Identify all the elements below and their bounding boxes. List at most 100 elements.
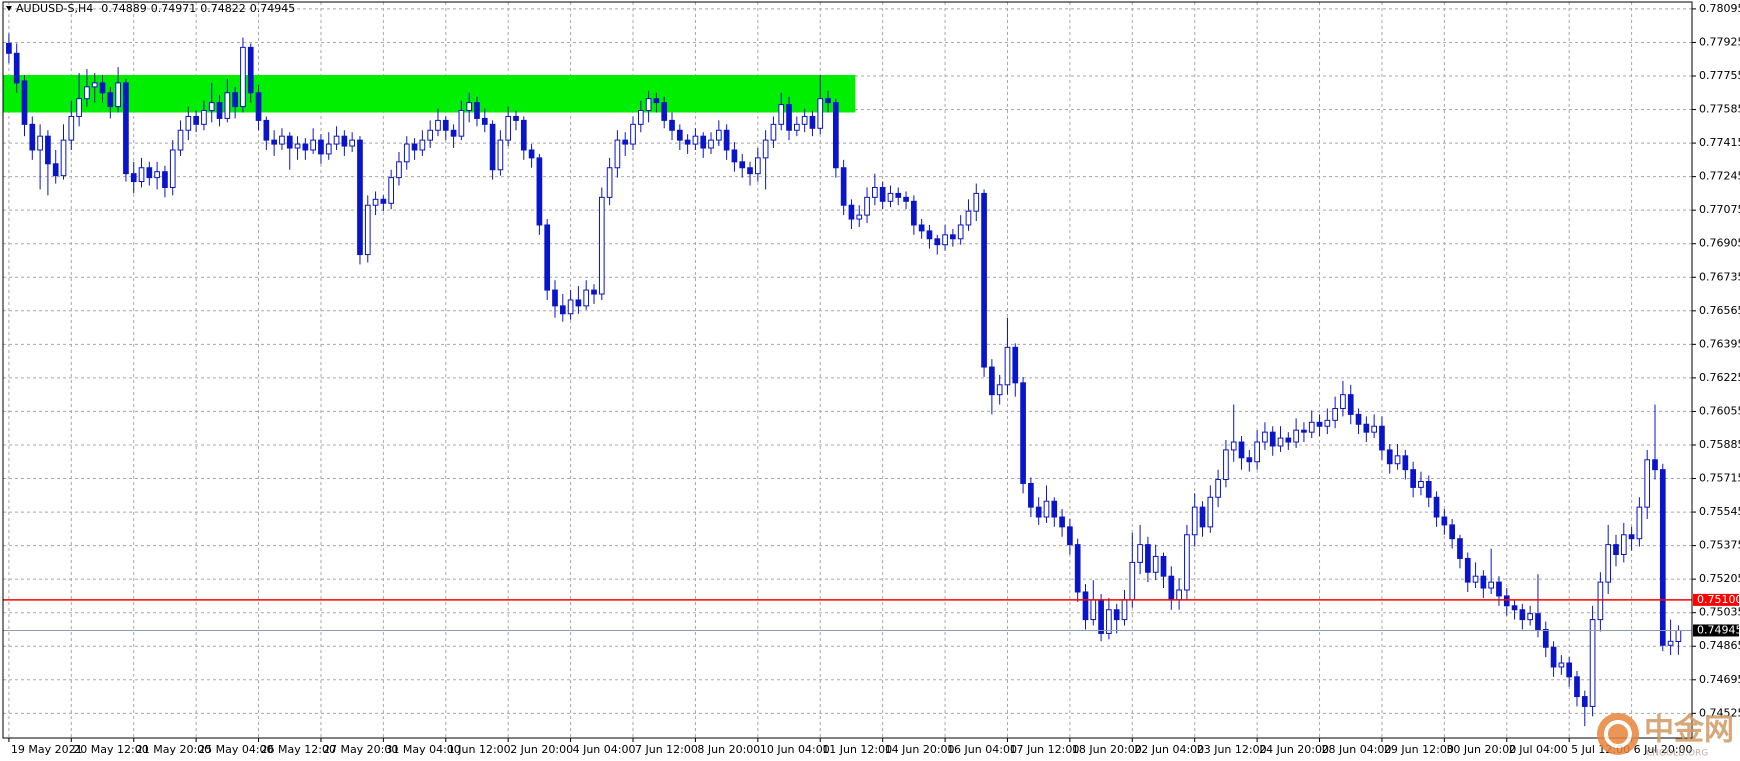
candle-body: [403, 143, 410, 163]
candle-body: [357, 139, 363, 256]
candle-body: [1145, 544, 1151, 573]
logo-circle: [1597, 713, 1639, 755]
candle-body: [583, 289, 590, 307]
candle-body: [965, 210, 972, 226]
candle-body: [786, 104, 792, 131]
candle-body: [1597, 581, 1604, 621]
candle-body: [1082, 591, 1089, 621]
x-tick-label: 8 Jun 20:00: [697, 743, 760, 756]
candle-body: [1363, 423, 1370, 433]
candle-body: [1347, 394, 1354, 415]
candle-body: [45, 135, 51, 165]
bid-label: 0.74945: [1697, 623, 1740, 636]
candle-body: [1246, 457, 1253, 463]
candle-body: [918, 224, 925, 232]
candle-body: [208, 102, 215, 112]
candle-body: [552, 289, 558, 307]
candle-body: [341, 135, 348, 147]
candle-body: [115, 82, 121, 108]
y-tick-label: 0.75715: [1699, 472, 1740, 485]
candle-body: [864, 196, 870, 216]
candle-body: [606, 167, 613, 198]
y-tick-label: 0.77415: [1699, 136, 1740, 149]
menu-arrow[interactable]: [6, 6, 12, 11]
candle-body: [528, 149, 535, 159]
candle-body: [310, 139, 316, 151]
candle-body: [1012, 346, 1019, 384]
candle-body: [520, 119, 527, 151]
watermark-subtitle: CNGOLD.ORG: [1646, 749, 1708, 759]
y-tick-label: 0.77755: [1699, 69, 1740, 82]
x-tick-label: 26 May 12:00: [261, 743, 336, 756]
candle-body: [700, 135, 707, 149]
candle-body: [146, 167, 153, 179]
candle-body: [559, 305, 566, 315]
candle-body: [1269, 431, 1276, 447]
logo-swirl: [1604, 720, 1632, 748]
candle-body: [76, 98, 82, 117]
candle-body: [13, 52, 20, 84]
candle-body: [567, 299, 574, 315]
candle-body: [263, 119, 270, 141]
candle-body: [1441, 516, 1448, 526]
candle-body: [950, 234, 956, 240]
candle-body: [1004, 346, 1011, 386]
candle-body: [1652, 459, 1658, 471]
candle-body: [60, 139, 67, 177]
candle-body: [1636, 506, 1643, 540]
candle-body: [294, 143, 301, 149]
candle-body: [981, 192, 987, 368]
candle-body: [669, 119, 675, 131]
candle-body: [1503, 595, 1510, 607]
candle-body: [536, 157, 543, 226]
candle-body: [833, 102, 839, 169]
candle-body: [622, 139, 629, 145]
candle-body: [247, 46, 254, 94]
candle-body: [887, 192, 894, 202]
x-tick-label: 30 Jun 20:00: [1446, 743, 1516, 756]
candle-body: [1480, 575, 1487, 589]
candle-body: [286, 135, 293, 149]
x-tick-label: 1 Jun 12:00: [448, 743, 511, 756]
header-text: 0.74889: [101, 2, 147, 15]
x-tick-label: 24 Jun 20:00: [1259, 743, 1329, 756]
candle-body: [1199, 506, 1206, 528]
candle-body: [185, 115, 192, 131]
candle-body: [1566, 662, 1573, 678]
candle-body: [770, 123, 777, 141]
x-tick-label: 22 Jun 04:00: [1134, 743, 1204, 756]
x-tick-label: 7 Jun 12:00: [635, 743, 698, 756]
candle-body: [427, 129, 434, 141]
candle-body: [435, 119, 441, 131]
x-tick-label: 21 May 20:00: [136, 743, 211, 756]
candle-body: [1207, 496, 1214, 528]
candle-body: [396, 161, 402, 179]
candle-body: [778, 104, 785, 125]
candle-body: [1667, 640, 1674, 646]
candle-body: [1511, 605, 1518, 611]
candle-body: [1324, 419, 1331, 427]
candle-body: [169, 149, 176, 188]
candle-body: [1098, 599, 1104, 634]
x-tick-label: 29 Jun 12:00: [1384, 743, 1454, 756]
candle-body: [364, 204, 371, 256]
candle-body: [1262, 431, 1268, 443]
x-tick-label: 19 May 2021: [11, 743, 83, 756]
candle-body: [1332, 407, 1338, 421]
candle-body: [723, 129, 730, 151]
candle-body: [91, 82, 98, 88]
candle-body: [926, 230, 933, 240]
candle-body: [1191, 506, 1198, 536]
plot-border: [2, 1, 1693, 739]
candle-body: [177, 129, 184, 151]
candle-body: [162, 171, 168, 188]
candle-body: [29, 123, 36, 151]
candle-body: [637, 110, 644, 125]
candle-body: [1106, 609, 1112, 634]
candle-body: [957, 224, 964, 240]
candle-body: [419, 139, 426, 151]
candle-body: [1613, 544, 1619, 555]
level-label-box: [1693, 593, 1739, 606]
x-tick-label: 31 May 04:00: [385, 743, 460, 756]
